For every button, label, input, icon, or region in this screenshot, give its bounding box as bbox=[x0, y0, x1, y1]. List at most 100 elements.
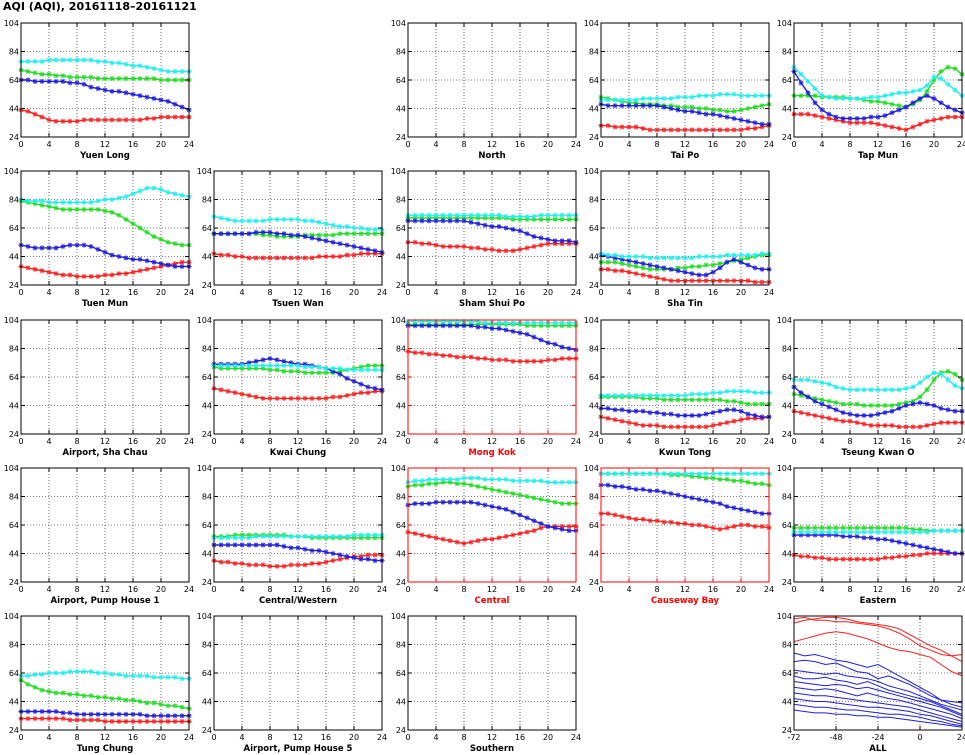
y-tick-label: 64 bbox=[396, 373, 406, 382]
data-point bbox=[861, 95, 867, 102]
x-tick-label: 16 bbox=[708, 437, 718, 446]
station-label-north: North bbox=[478, 151, 505, 161]
data-point bbox=[703, 411, 709, 417]
data-point bbox=[798, 390, 804, 396]
data-point bbox=[717, 390, 723, 396]
data-point bbox=[545, 523, 551, 530]
data-point bbox=[123, 255, 129, 261]
x-tick-label: 16 bbox=[515, 733, 525, 742]
data-point bbox=[798, 111, 804, 117]
data-point bbox=[46, 117, 52, 123]
data-point bbox=[633, 408, 639, 414]
x-tick-label: 16 bbox=[321, 437, 331, 446]
data-point bbox=[288, 395, 294, 401]
data-point bbox=[724, 388, 730, 394]
data-point bbox=[654, 263, 660, 270]
data-point bbox=[225, 252, 231, 258]
x-tick-label: 0 bbox=[18, 437, 23, 446]
x-tick-label: 4 bbox=[626, 437, 631, 446]
series-line-blue bbox=[21, 79, 190, 111]
data-point bbox=[489, 246, 495, 252]
data-point bbox=[25, 243, 31, 250]
data-point bbox=[703, 278, 709, 284]
data-point bbox=[640, 408, 646, 414]
data-point bbox=[172, 718, 178, 725]
data-point bbox=[295, 533, 301, 539]
data-point bbox=[752, 93, 758, 99]
data-point bbox=[295, 232, 301, 238]
data-point bbox=[419, 350, 425, 356]
y-tick-label: 44 bbox=[396, 105, 406, 114]
data-point bbox=[510, 491, 516, 497]
x-tick-label: 0 bbox=[405, 140, 410, 149]
x-tick-label: 16 bbox=[901, 140, 911, 149]
data-point bbox=[738, 417, 744, 423]
data-point bbox=[910, 529, 916, 535]
data-point bbox=[833, 95, 839, 102]
data-point bbox=[924, 387, 930, 393]
data-point bbox=[724, 127, 730, 133]
x-tick-label: 4 bbox=[46, 140, 51, 149]
data-point bbox=[419, 482, 425, 488]
data-point bbox=[812, 529, 818, 535]
data-point bbox=[475, 483, 481, 490]
series-line-blue bbox=[793, 692, 963, 722]
data-point bbox=[116, 253, 122, 260]
y-tick-label: 44 bbox=[396, 698, 406, 707]
data-point bbox=[88, 717, 94, 723]
data-point bbox=[545, 479, 551, 485]
data-point bbox=[759, 401, 765, 407]
data-point bbox=[137, 698, 143, 705]
data-point bbox=[25, 68, 31, 75]
data-point bbox=[689, 104, 695, 110]
data-point bbox=[165, 718, 171, 725]
data-point bbox=[689, 255, 695, 261]
data-point bbox=[675, 471, 681, 477]
x-tick-label: 16 bbox=[901, 437, 911, 446]
data-point bbox=[752, 120, 758, 126]
data-point bbox=[738, 388, 744, 394]
data-point bbox=[545, 340, 551, 346]
data-point bbox=[88, 273, 94, 280]
data-point bbox=[179, 104, 185, 110]
data-point bbox=[165, 189, 171, 195]
data-point bbox=[39, 245, 45, 251]
data-point bbox=[689, 522, 695, 528]
data-point bbox=[274, 231, 280, 237]
data-point bbox=[274, 533, 280, 539]
x-tick-label: 20 bbox=[156, 585, 166, 594]
data-point bbox=[503, 225, 509, 231]
data-point bbox=[337, 365, 343, 372]
x-tick-label: 12 bbox=[100, 733, 110, 742]
data-point bbox=[752, 401, 758, 407]
y-tick-label: 24 bbox=[782, 726, 792, 735]
x-tick-label: 12 bbox=[680, 585, 690, 594]
y-tick-label: 44 bbox=[589, 105, 599, 114]
x-tick-label: 0 bbox=[211, 733, 216, 742]
data-point bbox=[812, 555, 818, 561]
y-tick-label: 84 bbox=[202, 196, 212, 205]
x-tick-label: 4 bbox=[46, 585, 51, 594]
data-point bbox=[924, 545, 930, 551]
data-point bbox=[524, 245, 530, 251]
data-point bbox=[759, 471, 765, 477]
data-point bbox=[619, 471, 625, 477]
x-tick-label: 20 bbox=[736, 437, 746, 446]
data-point bbox=[903, 104, 909, 110]
data-point bbox=[288, 232, 294, 238]
data-point bbox=[752, 481, 758, 487]
data-point bbox=[619, 483, 625, 490]
data-point bbox=[496, 505, 502, 511]
data-point bbox=[412, 218, 418, 224]
data-point bbox=[454, 481, 460, 487]
data-point bbox=[53, 199, 59, 205]
data-point bbox=[46, 245, 52, 251]
data-point bbox=[426, 533, 432, 539]
data-point bbox=[903, 127, 909, 133]
data-point bbox=[151, 185, 157, 191]
data-point bbox=[889, 91, 895, 97]
data-point bbox=[102, 87, 108, 93]
data-point bbox=[88, 668, 94, 675]
data-point bbox=[239, 535, 245, 541]
